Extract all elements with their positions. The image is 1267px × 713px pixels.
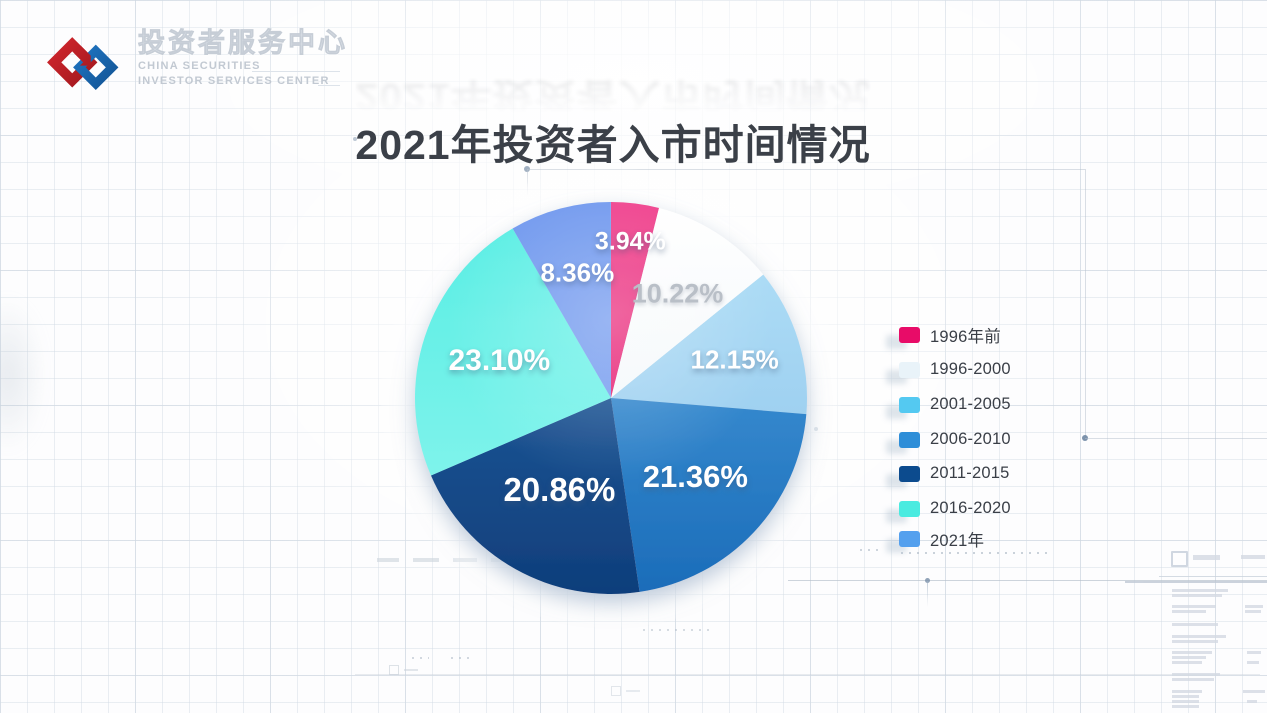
- page-title-reflection: 2021年投资者入市时间情况: [355, 75, 871, 118]
- brand-name-cn: 投资者服务中心: [138, 28, 348, 59]
- page-title: 2021年投资者入市时间情况: [355, 122, 871, 169]
- pie-highlight: [415, 202, 807, 594]
- legend-item: 2001-2005: [886, 395, 1011, 419]
- legend-swatch: [899, 530, 920, 547]
- legend-label: 2001-2005: [930, 395, 1011, 413]
- logo-red-link: [47, 37, 98, 88]
- brand-header: 投资者服务中心 CHINA SECURITIES INVESTOR SERVIC…: [42, 28, 348, 100]
- brand-name-en-1: CHINA SECURITIES: [138, 60, 261, 73]
- legend-label: 2011-2015: [930, 464, 1010, 482]
- legend-item: 2016-2020: [886, 499, 1011, 523]
- legend-label: 1996-2000: [930, 360, 1011, 378]
- legend-swatch: [899, 431, 920, 448]
- csisc-logo: [47, 37, 119, 91]
- legend-label: 2021年: [930, 531, 985, 550]
- legend-swatch: [899, 500, 920, 517]
- legend-item: 1996年前: [886, 326, 1001, 349]
- logo-weave: [73, 45, 91, 66]
- legend-swatch: [899, 396, 920, 413]
- legend-item: 1996-2000: [886, 360, 1011, 384]
- legend-label: 2016-2020: [930, 499, 1011, 517]
- legend-swatch: [899, 326, 920, 343]
- legend-item: 2021年: [886, 530, 984, 553]
- legend-swatch: [899, 361, 920, 378]
- legend-item: 2011-2015: [886, 464, 1010, 488]
- brand-name-en-2: INVESTOR SERVICES CENTER: [138, 74, 330, 87]
- legend-item: 2006-2010: [886, 430, 1011, 454]
- pie-chart: [414, 202, 808, 594]
- legend-swatch: [899, 465, 920, 482]
- legend-label: 1996年前: [930, 327, 1001, 346]
- legend-label: 2006-2010: [930, 430, 1011, 448]
